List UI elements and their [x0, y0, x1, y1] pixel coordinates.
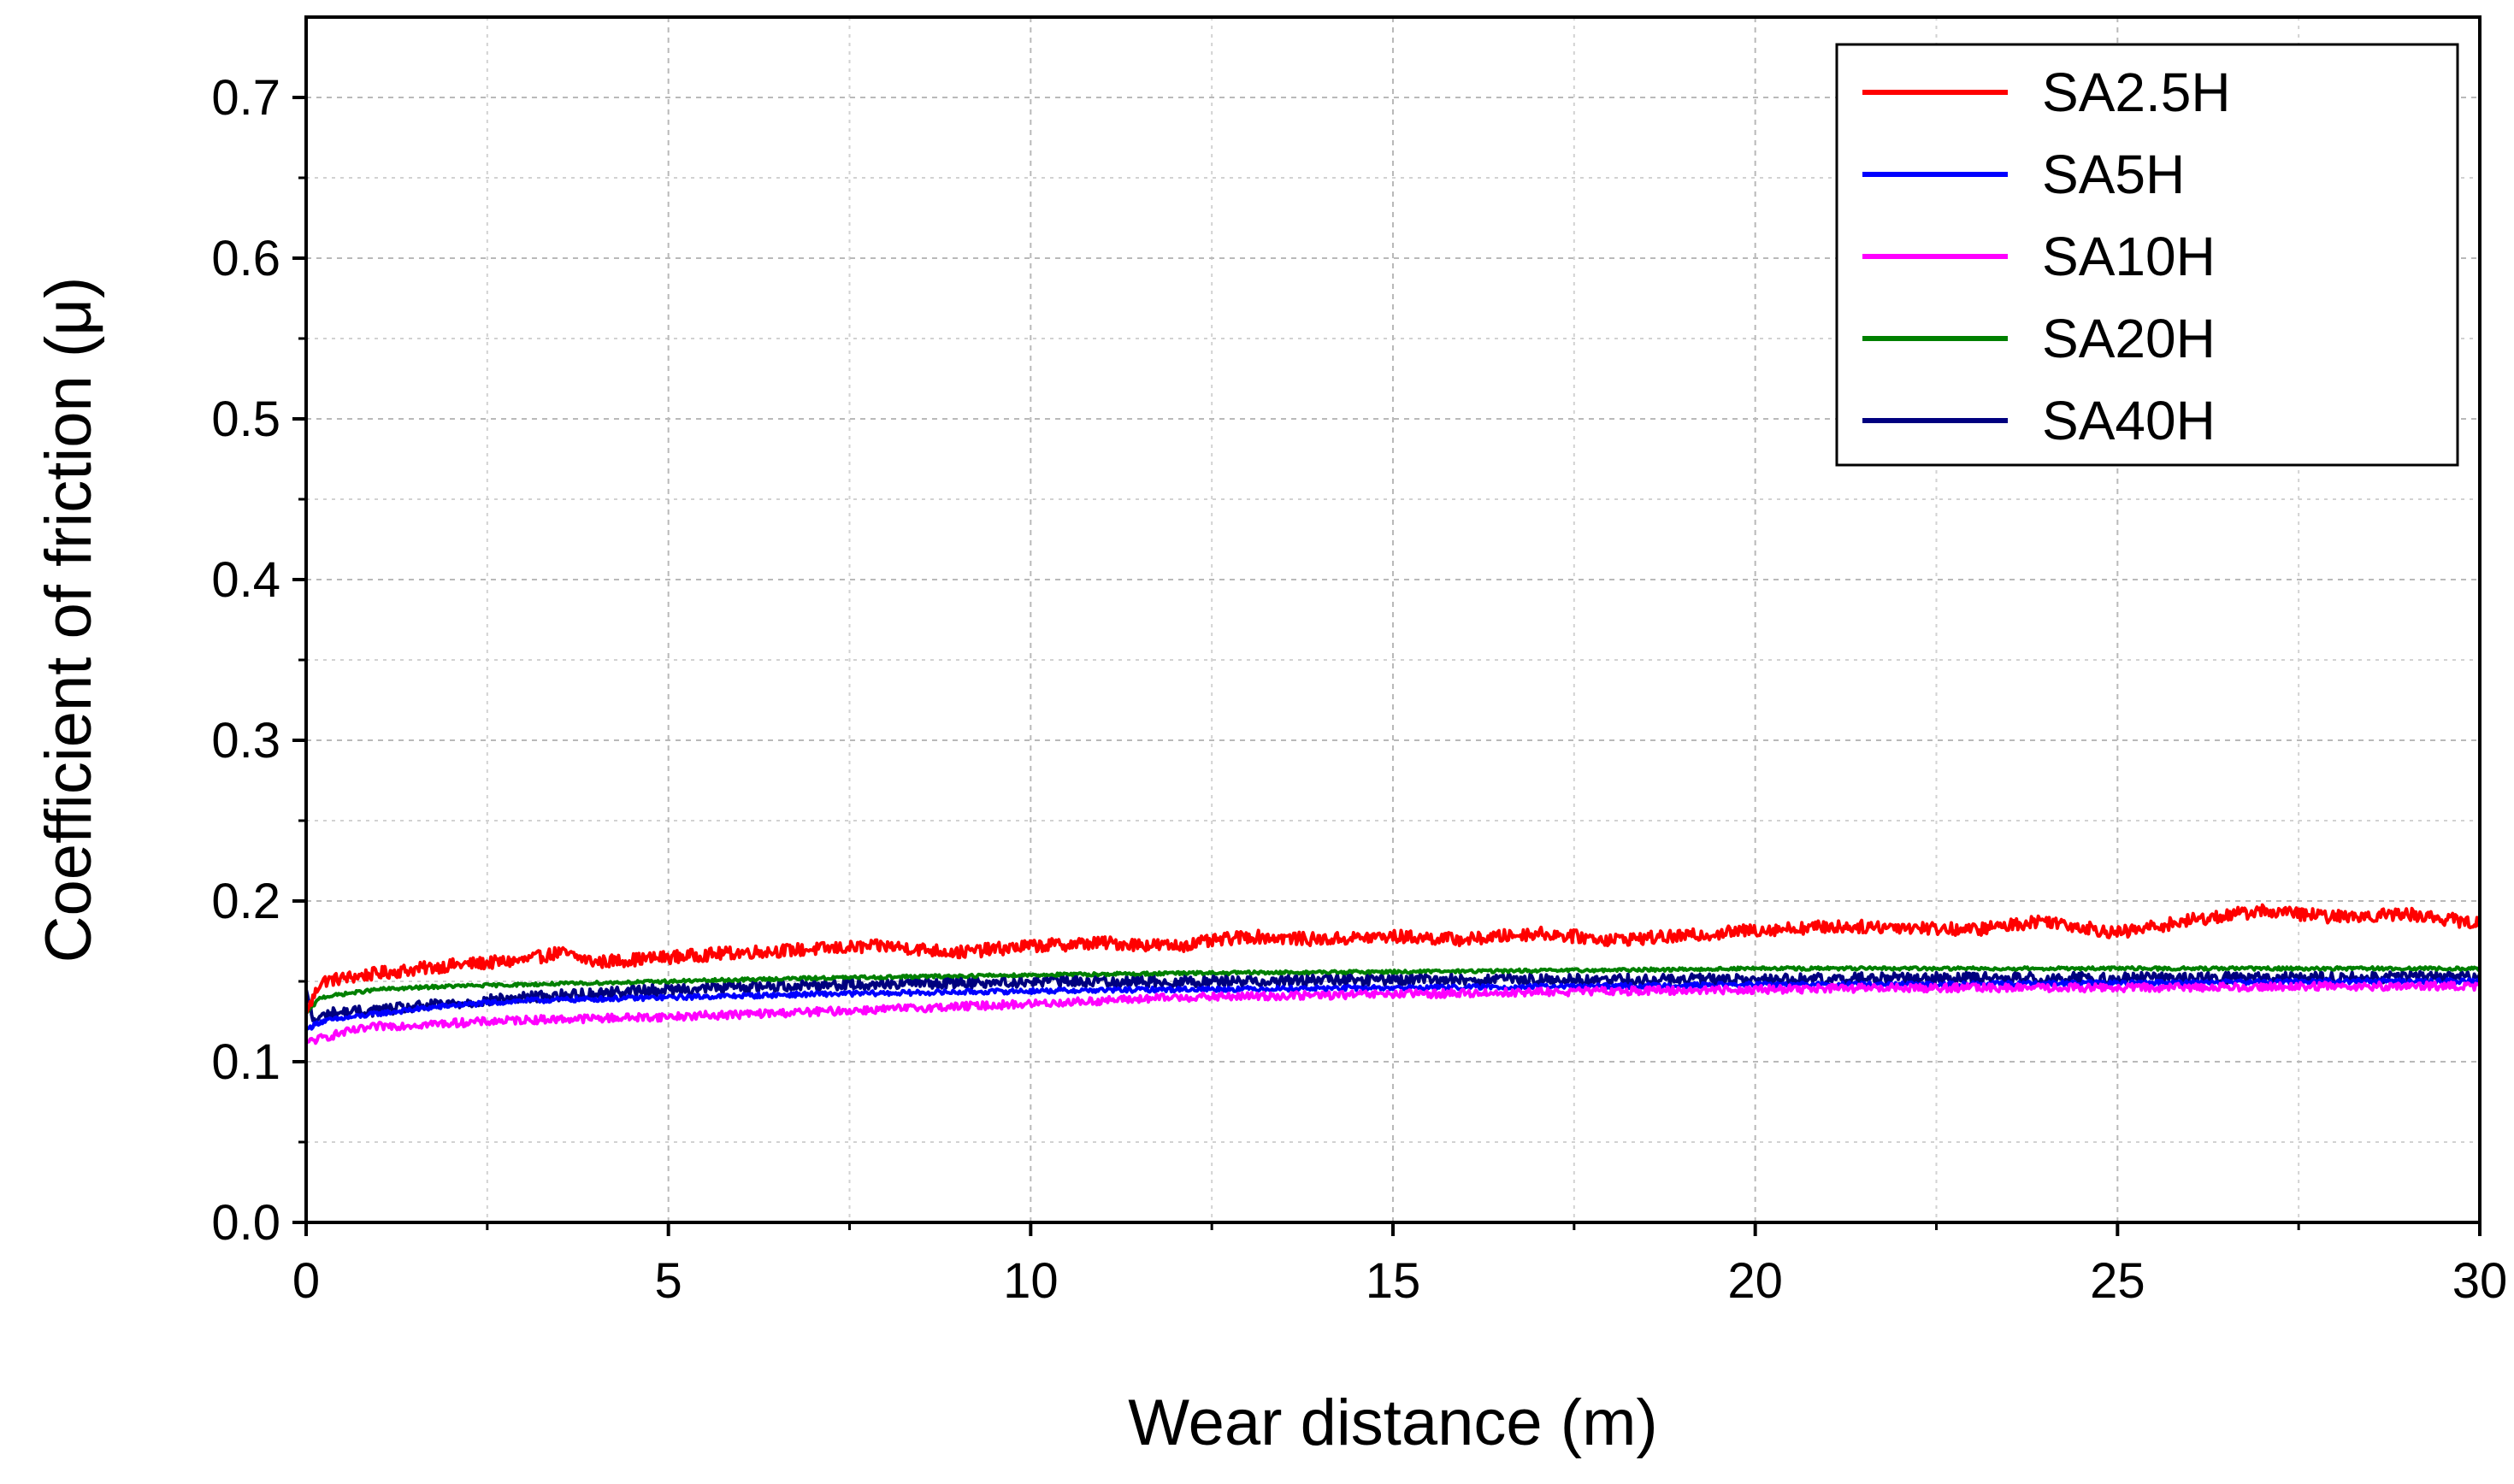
- y-tick-label: 0.3: [211, 713, 280, 768]
- y-tick-label: 0.4: [211, 552, 280, 608]
- series-line-sa10h: [305, 980, 2482, 1045]
- y-tick-label: 0.0: [211, 1195, 280, 1251]
- x-tick-label: 20: [1727, 1253, 1783, 1309]
- series-line-sa2-5h: [304, 903, 2482, 1015]
- x-tick-label: 0: [292, 1253, 320, 1309]
- axes: [292, 15, 2482, 1236]
- y-axis-title: Coefficient of friction (μ): [32, 277, 105, 963]
- x-tick-label: 5: [655, 1253, 682, 1309]
- series-line-sa5h: [305, 977, 2482, 1032]
- x-tick-label: 10: [1003, 1253, 1059, 1309]
- legend-label: SA5H: [2042, 144, 2185, 205]
- grid: [306, 17, 2480, 1222]
- tick-labels: 0 5 10 15 20 25 30 0.0 0.1 0.2 0.3 0.4 0.5 0.6 0.7: [211, 70, 2507, 1309]
- y-tick-label: 0.2: [211, 874, 280, 929]
- series-line-sa20h: [304, 965, 2482, 1015]
- y-tick-label: 0.6: [211, 231, 280, 286]
- legend-label: SA10H: [2042, 226, 2216, 287]
- legend-label: SA20H: [2042, 308, 2216, 369]
- legend-label: SA40H: [2042, 390, 2216, 451]
- x-tick-label: 15: [1366, 1253, 1421, 1309]
- x-tick-label: 25: [2090, 1253, 2145, 1309]
- series-lines: [304, 903, 2482, 1045]
- legend-label: SA2.5H: [2042, 62, 2231, 123]
- y-tick-label: 0.1: [211, 1034, 280, 1090]
- y-tick-label: 0.5: [211, 392, 280, 447]
- y-tick-label: 0.7: [211, 70, 280, 126]
- x-axis-title: Wear distance (m): [1128, 1387, 1657, 1459]
- x-tick-label: 30: [2452, 1253, 2508, 1309]
- legend: SA2.5H SA5H SA10H SA20H SA40H: [1835, 43, 2459, 467]
